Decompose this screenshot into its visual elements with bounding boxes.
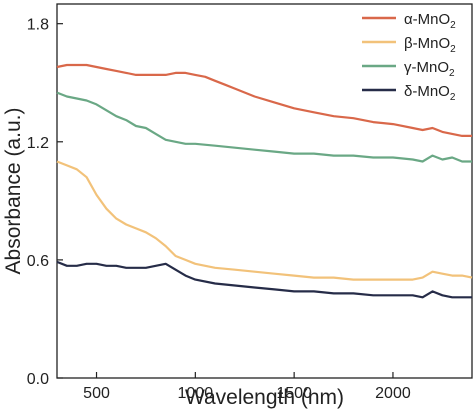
y-tick-label: 0.6 (27, 253, 49, 270)
series-line-0 (56, 63, 472, 137)
plot-area-frame (56, 3, 473, 379)
y-tick-label: 0.0 (27, 371, 49, 388)
legend-label-2: γ-MnO2 (404, 59, 455, 79)
x-axis-ticks: 500 1000 1500 2000 (83, 372, 411, 402)
x-tick-label: 1000 (178, 385, 214, 402)
series-line-2 (56, 91, 472, 163)
x-tick-label: 500 (83, 385, 110, 402)
y-tick-label: 1.8 (27, 17, 49, 34)
legend-label-3: δ-MnO2 (404, 83, 456, 103)
legend-label-subscript: 2 (449, 68, 455, 79)
legend-label-main: α-MnO (404, 11, 450, 28)
y-axis-title: Absorbance (a.u.) (2, 108, 25, 275)
legend-label-subscript: 2 (450, 44, 456, 55)
y-tick-label: 1.2 (27, 135, 49, 152)
legend-label-subscript: 2 (450, 20, 456, 31)
y-axis-ticks: 0.0 0.6 1.2 1.8 (27, 17, 63, 388)
x-axis-title: Wavelength (nm) (185, 386, 344, 409)
legend-label-main: γ-MnO (404, 59, 449, 76)
legend-label-1: β-MnO2 (404, 35, 456, 55)
x-tick-label: 1500 (276, 385, 312, 402)
series-line-3 (56, 260, 472, 299)
legend-label-subscript: 2 (450, 92, 456, 103)
legend-label-0: α-MnO2 (404, 11, 456, 31)
x-tick-label: 2000 (375, 385, 411, 402)
series-line-1 (56, 160, 473, 281)
series-lines (56, 63, 473, 299)
legend-label-main: β-MnO (404, 35, 450, 52)
legend-label-main: δ-MnO (404, 83, 450, 100)
